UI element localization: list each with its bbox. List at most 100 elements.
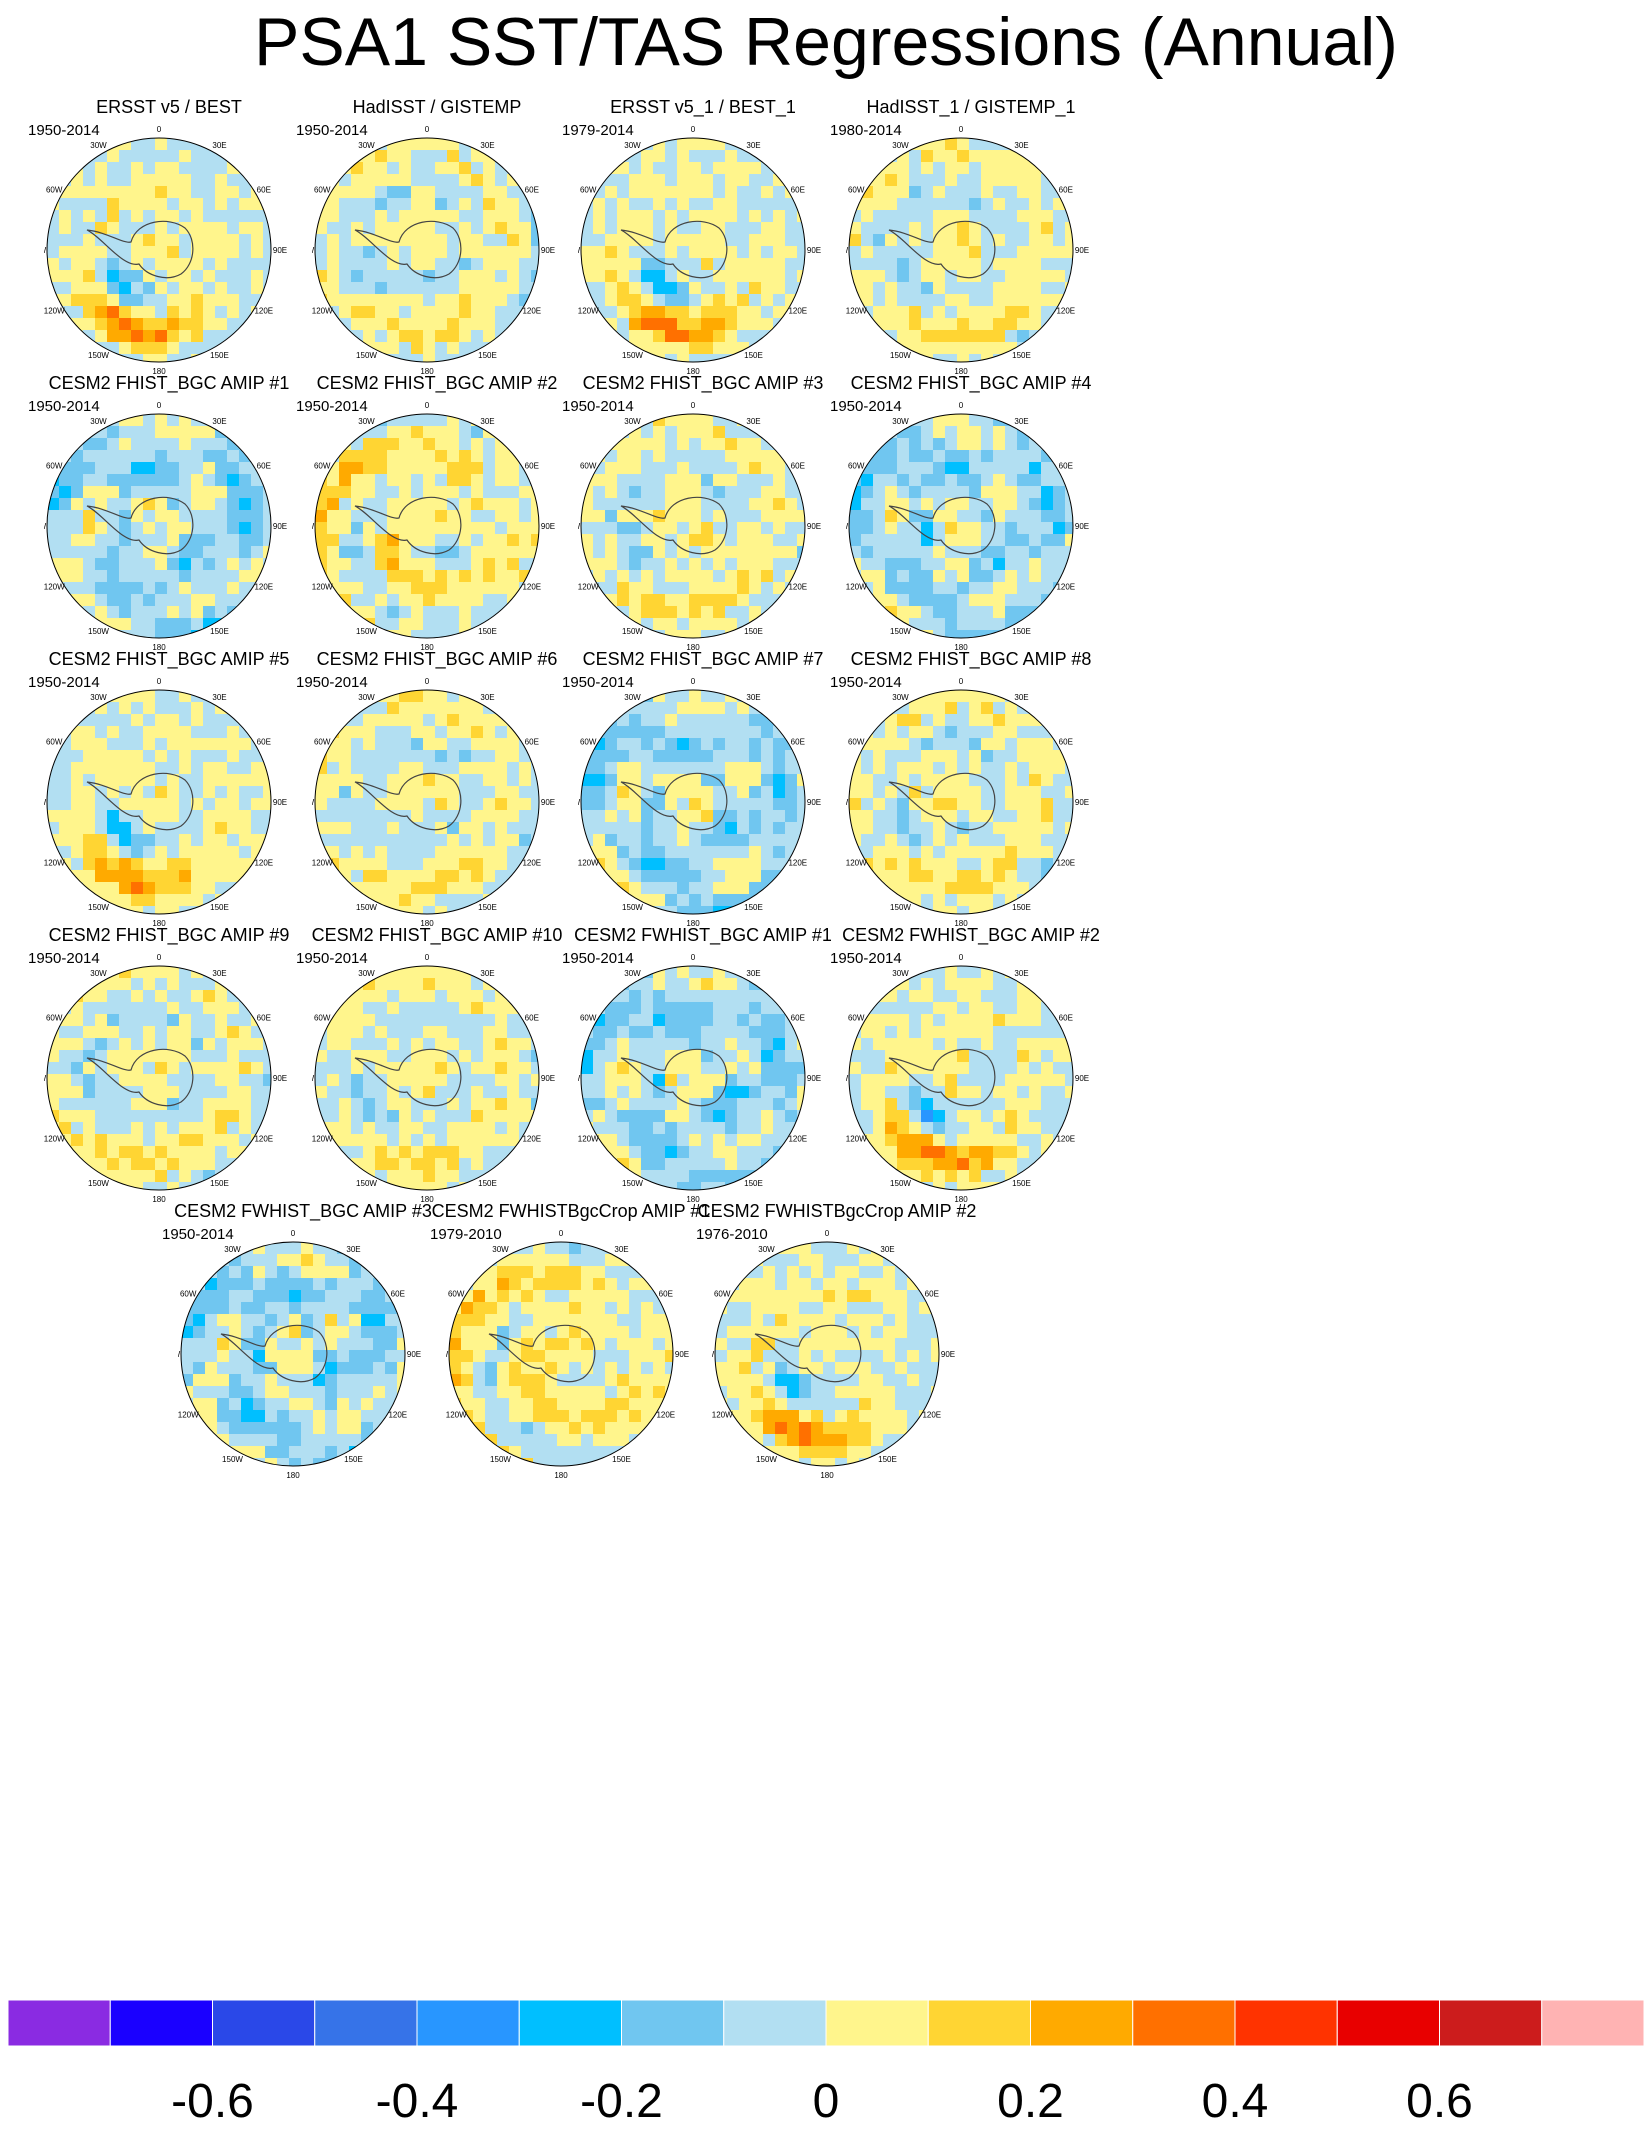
field-cell [251,834,264,847]
field-cell [191,810,204,823]
field-cell [95,738,108,751]
longitude-label: 30E [746,969,760,978]
longitude-label: 30E [480,969,494,978]
field-cell [933,882,946,895]
field-cell [387,894,400,907]
field-cell [203,606,216,619]
field-cell [519,834,532,847]
field-cell [423,1122,436,1135]
field-cell [203,750,216,763]
field-cell [179,990,192,1003]
field-cell [749,318,762,331]
field-cell [155,726,168,739]
field-cell [239,306,252,319]
field-cell [1053,822,1066,835]
field-cell [713,870,726,883]
field-cell [969,810,982,823]
field-cell [423,1026,436,1039]
field-cell [495,750,508,763]
field-cell [107,1158,120,1171]
field-cell [387,870,400,883]
field-cell [459,426,472,439]
field-cell [945,1038,958,1051]
field-cell [581,1062,594,1075]
field-cell [435,1110,448,1123]
field-cell [737,234,750,247]
field-cell [797,762,810,775]
field-cell [507,1026,520,1039]
field-cell [749,822,762,835]
field-cell [605,210,618,223]
field-cell [507,1110,520,1123]
field-cell [531,558,544,571]
field-cell [1017,606,1030,619]
field-cell [251,762,264,775]
longitude-label: 30E [480,693,494,702]
longitude-label: 60W [46,1014,63,1023]
field-cell [885,498,898,511]
field-cell [993,834,1006,847]
field-cell [119,750,132,763]
field-cell [203,1098,216,1111]
field-cell [59,1074,72,1087]
field-cell [107,1038,120,1051]
polar-map: 030E60E90E120E150E180150W120W90W60W30W [846,674,1096,936]
field-cell [629,858,642,871]
field-cell [435,162,448,175]
field-cell [665,762,678,775]
longitude-label: 60W [848,186,865,195]
field-cell [471,294,484,307]
field-cell [909,1002,922,1015]
field-cell [909,414,922,427]
field-cell [665,270,678,283]
field-cell [945,342,958,355]
field-cell [761,1158,774,1171]
field-cell [215,726,228,739]
field-cell [191,870,204,883]
field-cell [873,870,886,883]
field-cell [1053,1074,1066,1087]
field-cell [215,750,228,763]
polar-map: 030E60E90E120E150E180150W120W90W60W30W [44,398,294,660]
field-cell [981,1026,994,1039]
field-cell [581,234,594,247]
field-cell [435,1014,448,1027]
field-cell [435,882,448,895]
field-cell [593,210,606,223]
field-cell [459,162,472,175]
field-cell [167,546,180,559]
field-cell [143,702,156,715]
field-cell [471,1026,484,1039]
field-cell [227,786,240,799]
field-cell [95,174,108,187]
field-cell [885,738,898,751]
field-cell [1029,810,1042,823]
field-cell [945,822,958,835]
field-cell [1005,162,1018,175]
longitude-label: 120E [788,1135,807,1144]
field-cell [957,306,970,319]
field-cell [95,570,108,583]
field-cell [689,474,702,487]
field-cell [447,738,460,751]
field-cell [83,726,96,739]
field-cell [95,1134,108,1147]
field-cell [107,582,120,595]
field-cell [363,522,376,535]
field-cell [167,534,180,547]
field-cell [921,186,934,199]
field-cell [375,186,388,199]
field-cell [179,582,192,595]
field-cell [531,510,544,523]
field-cell [969,570,982,583]
field-cell [459,1050,472,1063]
field-cell [1005,822,1018,835]
field-cell [981,438,994,451]
field-cell [1029,558,1042,571]
field-cell [1029,162,1042,175]
field-cell [933,306,946,319]
field-cell [701,978,714,991]
field-cell [59,222,72,235]
field-cell [725,198,738,211]
field-cell [131,294,144,307]
